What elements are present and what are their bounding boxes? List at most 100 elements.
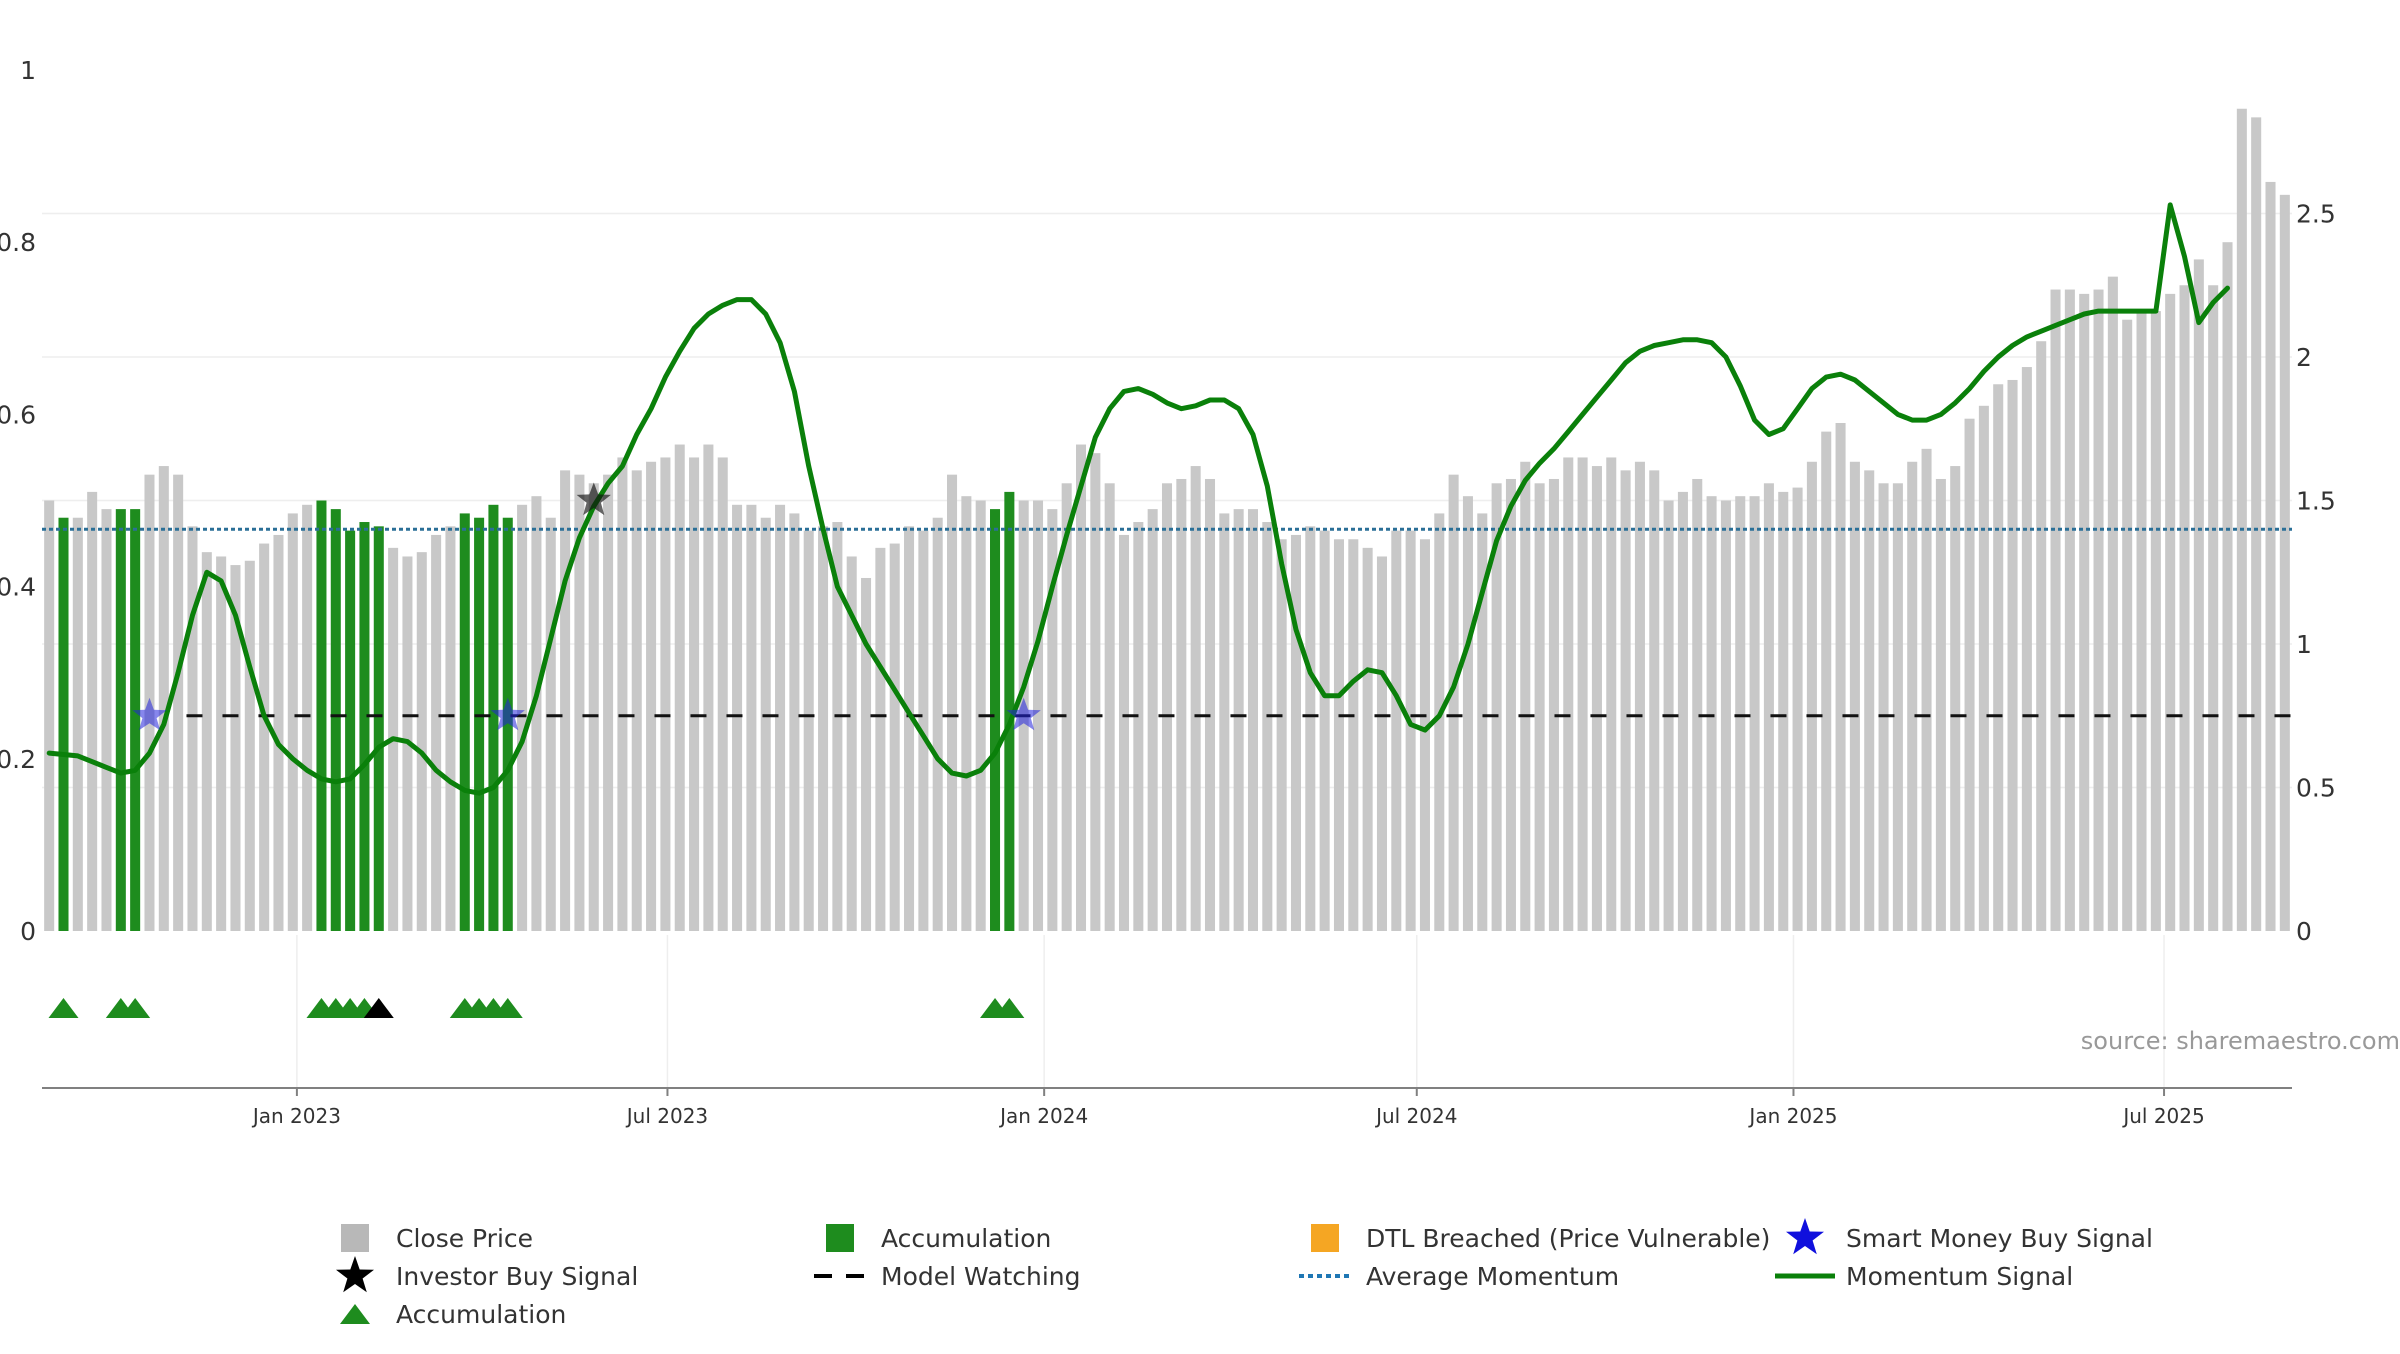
price-bar: [1534, 483, 1545, 931]
price-bar: [1735, 496, 1746, 931]
axes: Jan 2023 Jul 2023 Jan 2024 Jul 2024 Jan 2025…: [0, 56, 2336, 1128]
price-bar: [1821, 431, 1832, 931]
price-bar: [875, 547, 886, 931]
accumulation-triangle: [492, 998, 523, 1018]
price-bar: [1907, 461, 1918, 931]
price-bar: [2021, 367, 2032, 931]
x-tick-label: Jan 2025: [1747, 1104, 1837, 1128]
price-bar: [1849, 461, 1860, 931]
x-tick-label: Jan 2023: [251, 1104, 341, 1128]
price-bar: [1276, 539, 1287, 931]
price-bar: [259, 543, 270, 931]
price-bar: [1692, 478, 1703, 931]
price-bar: [1634, 461, 1645, 931]
left-tick-label: 0.8: [0, 228, 36, 257]
price-bar: [2093, 289, 2104, 931]
accumulation-bar: [130, 509, 141, 931]
price-bar: [1892, 483, 1903, 931]
price-bar: [932, 517, 943, 931]
price-bar: [961, 496, 972, 931]
accumulation-triangle-black: [363, 998, 394, 1018]
price-bars: [44, 108, 2290, 932]
accumulation-bar: [115, 509, 126, 931]
legend-square: [341, 1224, 369, 1252]
price-bar: [1591, 466, 1602, 931]
right-tick-label: 1.5: [2296, 487, 2336, 516]
price-bar: [1993, 384, 2004, 931]
price-bar: [2236, 108, 2247, 932]
price-bar: [2208, 285, 2219, 931]
price-bar: [1219, 513, 1230, 931]
price-bar: [1090, 453, 1101, 931]
left-tick-label: 0: [20, 917, 36, 946]
legend-label: Momentum Signal: [1846, 1262, 2073, 1291]
accumulation-bar: [316, 500, 327, 931]
price-bar: [1548, 478, 1559, 931]
legend-label: Accumulation: [881, 1224, 1051, 1253]
price-bar: [1033, 500, 1044, 931]
price-bar: [2064, 289, 2075, 931]
price-bar: [746, 504, 757, 931]
price-bar: [2136, 311, 2147, 932]
price-bar: [2150, 311, 2161, 932]
price-bar: [1749, 496, 1760, 931]
price-bar: [1677, 491, 1688, 931]
price-bar: [1448, 474, 1459, 931]
smart-money-buy-star: [1006, 697, 1041, 731]
legend-label: Close Price: [396, 1224, 533, 1253]
price-bar: [1806, 461, 1817, 931]
price-bar: [2122, 319, 2133, 931]
smart-money-buy-star: [132, 697, 167, 731]
price-bar: [1147, 509, 1158, 931]
price-bar: [2007, 379, 2018, 932]
price-bar: [1620, 470, 1631, 931]
x-tick-label: Jul 2024: [1374, 1104, 1457, 1128]
price-bar: [1964, 418, 1975, 932]
price-bar: [1706, 496, 1717, 931]
price-bar: [1835, 423, 1846, 931]
price-bar: [1606, 457, 1617, 931]
price-bar: [818, 526, 829, 931]
price-bar: [1047, 509, 1058, 931]
price-bar: [1792, 487, 1803, 931]
price-bar: [1462, 496, 1473, 931]
price-bar: [1720, 500, 1731, 931]
accumulation-bar: [502, 517, 513, 931]
investor-buy-star: [576, 482, 611, 516]
legend-label: Average Momentum: [1366, 1262, 1619, 1291]
accumulation-bar: [330, 509, 341, 931]
accumulation-bar: [488, 504, 499, 931]
price-bar: [1391, 530, 1402, 931]
price-bar: [775, 504, 786, 931]
smart-money-buy-star: [490, 697, 525, 731]
price-bar: [1477, 513, 1488, 931]
price-bar: [2251, 117, 2262, 932]
price-bar: [1319, 530, 1330, 931]
price-bar: [560, 470, 571, 931]
right-tick-label: 2.5: [2296, 200, 2336, 229]
price-bar: [1348, 539, 1359, 931]
accumulation-bar: [459, 513, 470, 931]
price-bar: [1434, 513, 1445, 931]
price-bar: [660, 457, 671, 931]
source-note: source: sharemaestro.com: [2081, 1027, 2400, 1055]
price-bar: [1104, 483, 1115, 931]
price-bar: [1419, 539, 1430, 931]
momentum-signal-line: [46, 202, 2230, 796]
price-bar: [517, 504, 528, 931]
accumulation-bar: [58, 517, 69, 931]
price-bar: [789, 513, 800, 931]
accumulation-triangle: [48, 998, 79, 1018]
price-bar: [803, 530, 814, 931]
x-tick-label: Jul 2023: [625, 1104, 708, 1128]
price-bar: [1133, 522, 1144, 931]
price-bar: [187, 526, 198, 931]
price-bar: [1978, 405, 1989, 931]
price-bar: [1577, 457, 1588, 931]
price-bar: [1878, 483, 1889, 931]
price-bar: [2165, 293, 2176, 931]
price-bar: [87, 491, 98, 931]
right-tick-label: 0: [2296, 917, 2312, 946]
price-bar: [1161, 483, 1173, 931]
